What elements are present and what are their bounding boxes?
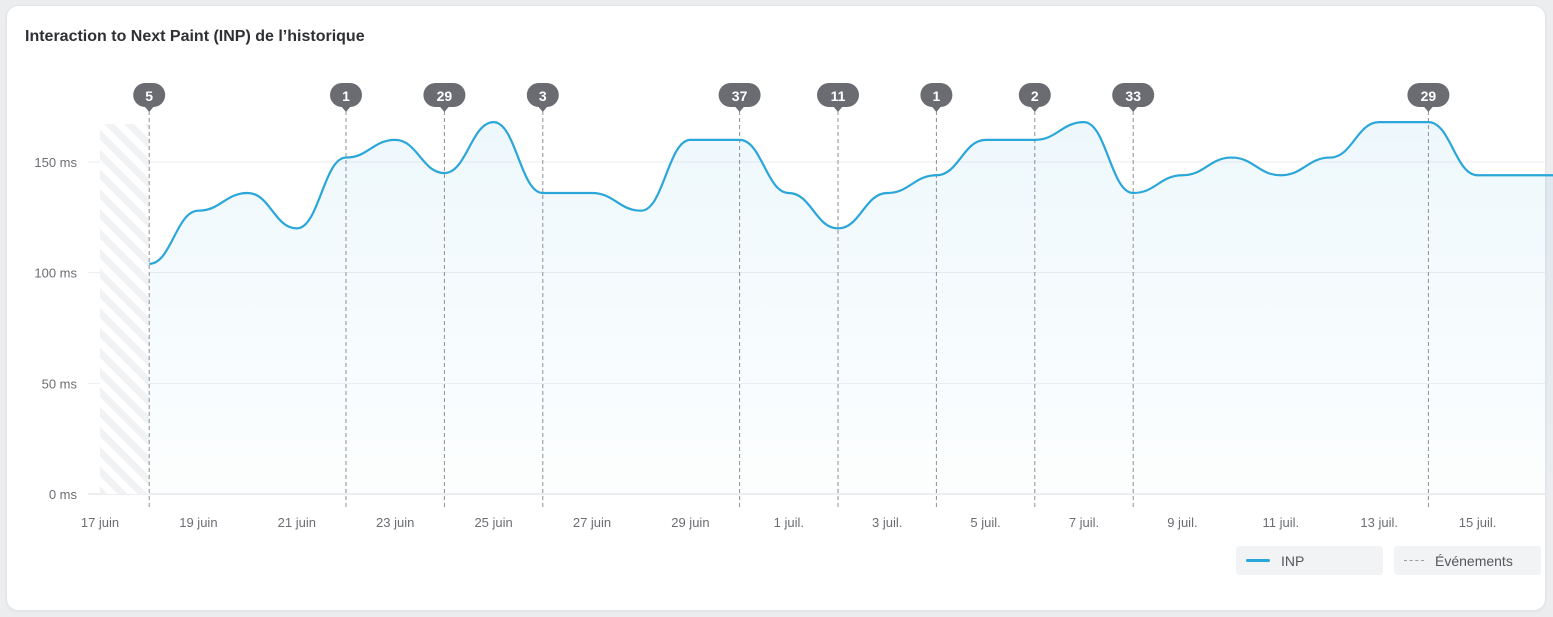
event-badge-pointer	[1423, 106, 1434, 112]
event-badge-bg	[1407, 83, 1450, 107]
x-tick-label: 1 juil.	[774, 515, 804, 530]
event-badge: 5	[133, 83, 166, 112]
y-tick-label: 50 ms	[42, 376, 78, 391]
event-badge: 29	[423, 83, 466, 112]
x-tick-label: 23 juin	[376, 515, 414, 530]
y-tick-label: 100 ms	[34, 266, 77, 281]
event-count: 33	[1125, 88, 1141, 104]
event-badge-bg	[718, 83, 761, 107]
legend-label-events: Événements	[1435, 552, 1513, 569]
event-badge-pointer	[1128, 106, 1139, 112]
event-count: 29	[1421, 88, 1437, 104]
x-tick-label: 19 juin	[179, 515, 217, 530]
x-tick-label: 9 juil.	[1167, 515, 1197, 530]
event-count: 1	[933, 88, 941, 104]
x-tick-label: 29 juin	[671, 515, 709, 530]
event-count: 11	[831, 88, 846, 104]
event-badge-bg	[526, 83, 559, 107]
event-badge: 11	[817, 83, 859, 112]
event-markers: 5 1 29 3 37 11 1 2 33 29	[133, 83, 1450, 508]
event-badge-bg	[1112, 83, 1155, 107]
event-badge: 2	[1018, 83, 1051, 112]
event-badge-bg	[817, 83, 859, 107]
x-tick-label: 11 juil.	[1262, 515, 1299, 530]
event-badge-pointer	[144, 106, 155, 112]
event-badge: 1	[920, 83, 953, 112]
event-badge-pointer	[833, 106, 843, 112]
legend-dash-swatch	[1404, 560, 1424, 561]
event-badge-pointer	[734, 106, 745, 112]
inp-line	[149, 121, 1553, 265]
event-badge: 3	[526, 83, 559, 112]
event-badge-bg	[330, 83, 362, 107]
event-badge-pointer	[931, 106, 942, 112]
x-tick-label: 25 juin	[474, 515, 512, 530]
x-tick-label: 5 juil.	[970, 515, 1000, 530]
y-tick-label: 0 ms	[49, 487, 78, 502]
legend-item-inp[interactable]: INP	[1236, 546, 1383, 575]
x-tick-label: 27 juin	[573, 515, 611, 530]
event-badge: 1	[330, 83, 362, 112]
x-tick-label: 7 juil.	[1069, 515, 1099, 530]
y-tick-label: 150 ms	[34, 155, 77, 170]
event-count: 5	[145, 88, 153, 104]
event-count: 2	[1031, 88, 1039, 104]
x-tick-label: 3 juil.	[872, 515, 902, 530]
chart-title: Interaction to Next Paint (INP) de l’his…	[25, 28, 365, 45]
inp-area-fill	[149, 122, 1553, 494]
event-count: 1	[342, 88, 350, 104]
x-tick-label: 13 juil.	[1360, 515, 1398, 530]
legend-line-swatch	[1246, 559, 1270, 562]
x-axis: 17 juin 19 juin 21 juin 23 juin 25 juin 27 ju…	[81, 515, 1497, 530]
x-tick-label: 15 juil.	[1459, 515, 1497, 530]
inp-series	[149, 121, 1553, 265]
x-tick-label: 17 juin	[81, 515, 119, 530]
event-badge-pointer	[341, 106, 351, 112]
y-axis: 0 ms 50 ms 100 ms 150 ms	[34, 155, 77, 502]
legend-item-events[interactable]: Événements	[1394, 546, 1541, 575]
event-count: 3	[539, 88, 547, 104]
event-badge-bg	[1018, 83, 1051, 107]
event-count: 29	[437, 88, 453, 104]
event-badge: 29	[1407, 83, 1450, 112]
event-badge: 37	[718, 83, 761, 112]
event-badge-bg	[920, 83, 953, 107]
event-badge-pointer	[1029, 106, 1040, 112]
inp-area	[149, 122, 1553, 494]
event-badge: 33	[1112, 83, 1155, 112]
legend-label-inp: INP	[1281, 552, 1305, 569]
event-badge-bg	[423, 83, 466, 107]
event-badge-pointer	[439, 106, 450, 112]
no-data-region	[100, 124, 150, 494]
x-tick-label: 21 juin	[278, 515, 316, 530]
event-count: 37	[732, 88, 748, 104]
event-badge-bg	[133, 83, 166, 107]
legend: INP Événements	[1236, 546, 1541, 575]
event-badge-pointer	[537, 106, 548, 112]
